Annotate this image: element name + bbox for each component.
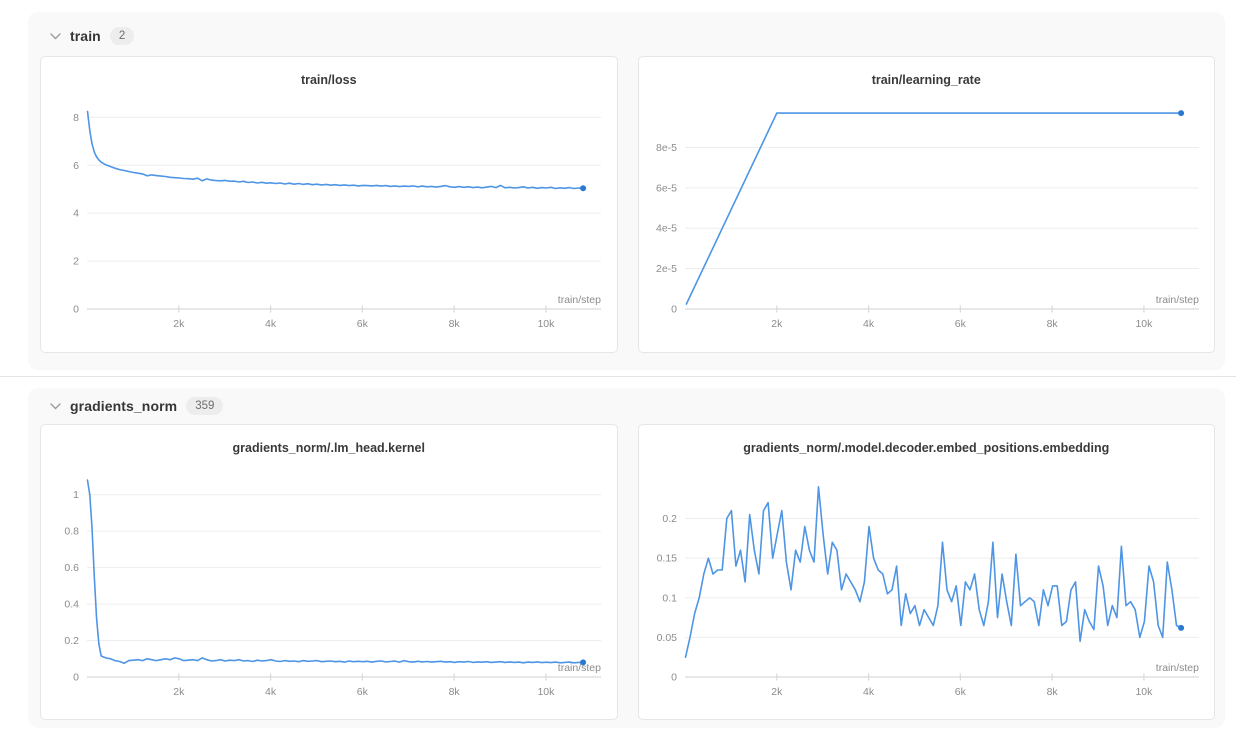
svg-text:8k: 8k	[449, 686, 461, 698]
svg-text:4k: 4k	[863, 318, 875, 330]
section-block-gradients-norm: gradients_norm 359 gradients_norm/.lm_he…	[28, 388, 1225, 728]
svg-text:10k: 10k	[537, 686, 555, 698]
svg-text:2k: 2k	[173, 686, 185, 698]
section-count-badge: 359	[186, 397, 224, 415]
chart-row: train/loss 0 2 4 6 8 2k 4k 6k 8k 10k train/step tr…	[28, 45, 1225, 353]
svg-text:0.2: 0.2	[64, 635, 79, 647]
chart-card[interactable]: gradients_norm/.lm_head.kernel 0 0.2 0.4 0.…	[40, 424, 618, 720]
svg-text:2: 2	[73, 256, 79, 268]
svg-text:8: 8	[73, 112, 79, 124]
svg-text:10k: 10k	[1135, 318, 1153, 330]
svg-text:4k: 4k	[863, 686, 875, 698]
svg-text:2k: 2k	[771, 318, 783, 330]
svg-text:train/step: train/step	[558, 662, 601, 674]
chevron-down-icon[interactable]	[49, 400, 61, 412]
svg-text:6k: 6k	[954, 318, 966, 330]
svg-text:0: 0	[671, 672, 677, 684]
svg-text:8k: 8k	[1046, 686, 1058, 698]
svg-text:0.1: 0.1	[662, 592, 677, 604]
section-header-gradients-norm[interactable]: gradients_norm 359	[28, 388, 1225, 415]
svg-text:2k: 2k	[173, 318, 185, 330]
svg-text:8k: 8k	[449, 318, 461, 330]
svg-text:10k: 10k	[1135, 686, 1153, 698]
svg-text:6k: 6k	[357, 686, 369, 698]
svg-text:2k: 2k	[771, 686, 783, 698]
svg-text:0.8: 0.8	[64, 526, 79, 538]
svg-text:0.2: 0.2	[662, 513, 677, 525]
svg-text:6k: 6k	[954, 686, 966, 698]
section-title: gradients_norm	[70, 398, 178, 414]
svg-text:8e-5: 8e-5	[655, 142, 676, 154]
chart-title: gradients_norm/.model.decoder.embed_posi…	[743, 441, 1110, 455]
chart-title: train/loss	[300, 73, 357, 87]
svg-text:0: 0	[73, 304, 79, 316]
svg-text:0.15: 0.15	[656, 553, 677, 565]
svg-text:0: 0	[671, 304, 677, 316]
svg-text:train/step: train/step	[558, 294, 601, 306]
svg-text:train/step: train/step	[1155, 662, 1198, 674]
svg-text:6e-5: 6e-5	[655, 182, 676, 194]
svg-text:6: 6	[73, 160, 79, 172]
chart-card[interactable]: gradients_norm/.model.decoder.embed_posi…	[637, 424, 1215, 720]
section-title: train	[70, 28, 101, 44]
svg-text:8k: 8k	[1046, 318, 1058, 330]
svg-text:0.6: 0.6	[64, 562, 79, 574]
chart-card[interactable]: train/loss 0 2 4 6 8 2k 4k 6k 8k 10k train/step	[40, 56, 618, 353]
line-chart-plot[interactable]: 0 0.2 0.4 0.6 0.8 1 2k 4k 6k 8k 10k train/step	[41, 463, 617, 718]
svg-text:4: 4	[73, 208, 79, 220]
svg-text:4e-5: 4e-5	[655, 223, 676, 235]
svg-text:4k: 4k	[265, 318, 277, 330]
svg-text:2e-5: 2e-5	[655, 263, 676, 275]
svg-text:0.05: 0.05	[656, 632, 677, 644]
section-count-badge: 2	[109, 27, 135, 45]
svg-text:6k: 6k	[357, 318, 369, 330]
chart-card[interactable]: train/learning_rate 0 2e-5 4e-5 6e-5 8e-5 2k 4…	[637, 56, 1215, 353]
svg-text:0: 0	[73, 672, 79, 684]
line-chart-plot[interactable]: 0 2e-5 4e-5 6e-5 8e-5 2k 4k 6k 8k 10k train/step	[639, 95, 1215, 350]
line-chart-plot[interactable]: 0 0.05 0.1 0.15 0.2 2k 4k 6k 8k 10k train/step	[639, 463, 1215, 718]
section-header-train[interactable]: train 2	[28, 12, 1225, 45]
line-chart-plot[interactable]: 0 2 4 6 8 2k 4k 6k 8k 10k train/step	[41, 95, 617, 350]
svg-text:0.4: 0.4	[64, 599, 79, 611]
section-divider	[0, 376, 1236, 377]
svg-text:train/step: train/step	[1155, 294, 1198, 306]
chart-title: train/learning_rate	[871, 73, 981, 87]
chevron-down-icon[interactable]	[49, 30, 61, 42]
chart-row: gradients_norm/.lm_head.kernel 0 0.2 0.4 0.…	[28, 415, 1225, 720]
section-block-train: train 2 train/loss 0 2 4 6 8 2k 4k 6k 8k 10k train…	[28, 12, 1225, 370]
svg-text:10k: 10k	[537, 318, 555, 330]
chart-title: gradients_norm/.lm_head.kernel	[232, 441, 425, 455]
svg-text:4k: 4k	[265, 686, 277, 698]
svg-text:1: 1	[73, 489, 79, 501]
